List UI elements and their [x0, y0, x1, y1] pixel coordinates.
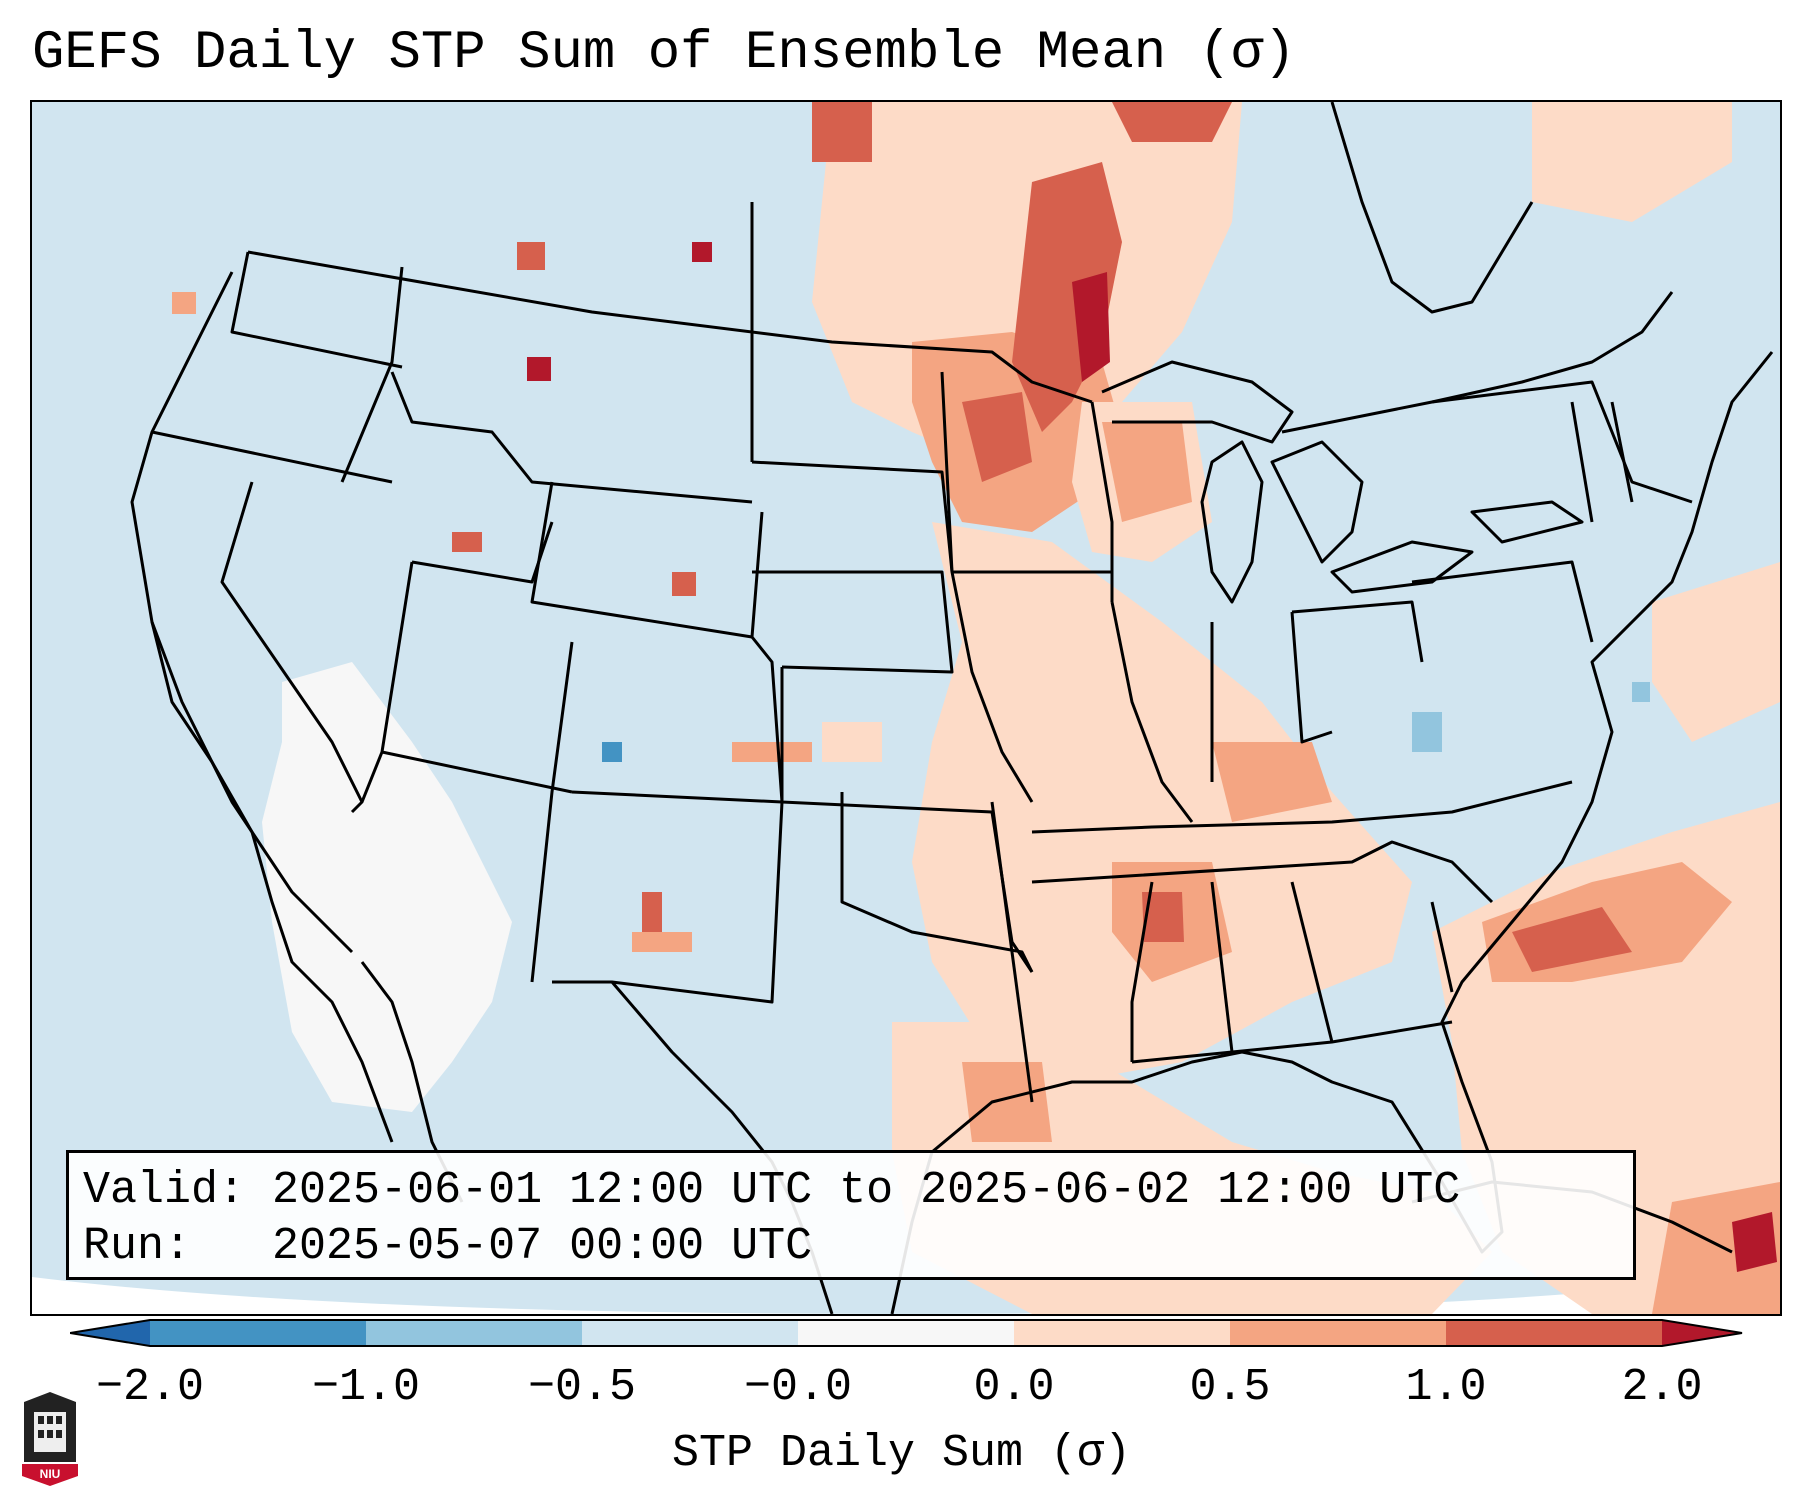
run-label: Run:	[83, 1221, 192, 1272]
run-value: 2025-05-07 00:00 UTC	[272, 1221, 813, 1272]
map-panel	[30, 100, 1782, 1316]
colorbar-tick-label: 0.0	[973, 1362, 1055, 1413]
colorbar-tick-label: −1.0	[311, 1362, 421, 1413]
colorbar-label: STP Daily Sum (σ)	[671, 1428, 1132, 1479]
chart-title: GEFS Daily STP Sum of Ensemble Mean (σ)	[32, 23, 1296, 84]
state-boundaries	[130, 202, 1693, 1103]
colorbar-tick-label: −2.0	[95, 1362, 205, 1413]
colorbar-outline	[70, 1319, 1743, 1347]
colorbar-extend-high	[1662, 1320, 1742, 1346]
colorbar-tick-label: −0.0	[743, 1362, 853, 1413]
colorbar	[70, 1319, 1743, 1347]
colorbar-bin-6	[1230, 1320, 1446, 1346]
valid-value: 2025-06-01 12:00 UTC to 2025-06-02 12:00…	[272, 1165, 1461, 1216]
colorbar-tick-label: −0.5	[527, 1362, 637, 1413]
colorbar-bin-3	[582, 1320, 798, 1346]
colorbar-extend-low	[70, 1320, 150, 1346]
niu-logo: NIU	[22, 1392, 78, 1486]
run-row: Run: 2025-05-07 00:00 UTC	[83, 1219, 1619, 1275]
validity-info-box: Valid: 2025-06-01 12:00 UTC to 2025-06-0…	[66, 1150, 1636, 1280]
colorbar-bin-2	[366, 1320, 582, 1346]
stp-map	[32, 102, 1780, 1314]
colorbar-bin-7	[1446, 1320, 1662, 1346]
colorbar-bin-4	[798, 1320, 1014, 1346]
colorbar-tick-label: 1.0	[1405, 1362, 1487, 1413]
valid-row: Valid: 2025-06-01 12:00 UTC to 2025-06-0…	[83, 1163, 1619, 1219]
colorbar-bin-5	[1014, 1320, 1230, 1346]
valid-label: Valid:	[83, 1165, 246, 1216]
logo-text: NIU	[40, 1467, 61, 1481]
colorbar-bin-1	[150, 1320, 366, 1346]
colorbar-tick-label: 2.0	[1621, 1362, 1703, 1413]
colorbar-tick-label: 0.5	[1189, 1362, 1271, 1413]
